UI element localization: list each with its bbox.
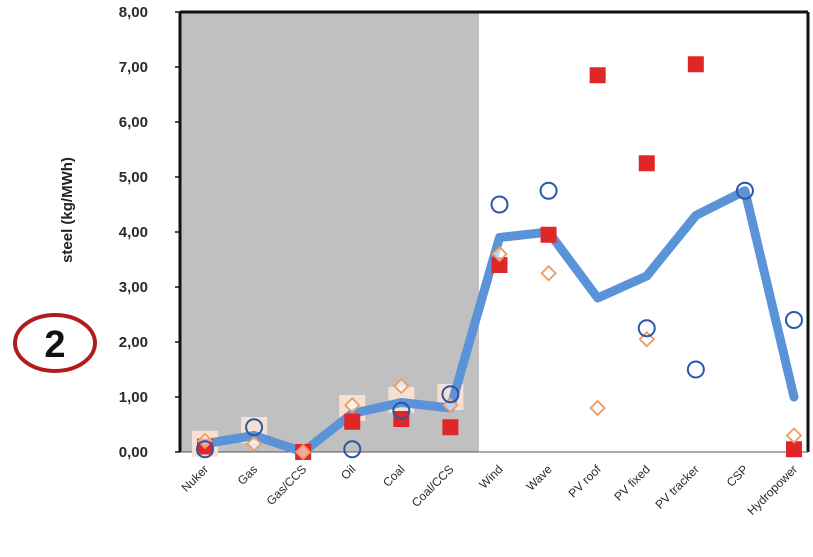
diamond-point [294, 443, 312, 461]
y-tick-label: 6,00 [119, 114, 148, 131]
square-point [540, 226, 557, 243]
circle-point [686, 360, 705, 379]
x-tick-label: Oil [338, 462, 358, 482]
x-tick-label: CSP [724, 462, 751, 489]
circle-point [196, 440, 214, 459]
y-axis-label: steel (kg/MWh) [59, 157, 76, 263]
diamond-point [393, 377, 410, 395]
x-tick-label: PV tracker [652, 462, 702, 512]
circle-point [343, 440, 362, 459]
axes [178, 10, 810, 453]
y-tick-label: 3,00 [119, 279, 148, 296]
diamond-point [589, 399, 606, 417]
y-tick-label: 1,00 [119, 389, 148, 406]
diamond-point [343, 396, 361, 414]
badge-ring [13, 313, 97, 373]
diamond-point [785, 427, 803, 444]
shaded-region [180, 12, 479, 452]
y-tick-label: 8,00 [119, 4, 148, 21]
diamond-point [540, 264, 557, 282]
x-tick-label: PV roof [566, 462, 605, 501]
y-tick-label: 5,00 [119, 169, 148, 186]
x-tick-label: PV fixed [611, 462, 653, 504]
square-point [687, 56, 704, 73]
circle-point [392, 401, 411, 420]
square-point [442, 419, 459, 436]
series-layer [192, 56, 803, 461]
square-point [786, 441, 802, 458]
x-tick-label: Nuker [179, 462, 212, 495]
circle-point [637, 319, 656, 338]
diamond-point [245, 435, 263, 453]
y-tick-label: 4,00 [119, 224, 148, 241]
square-point [589, 67, 606, 84]
diamond-point [491, 245, 508, 263]
circle-point [490, 195, 509, 214]
x-tick-label: Wave [523, 462, 555, 494]
x-tick-label: Gas/CCS [264, 462, 310, 508]
x-tick-label: Coal/CCS [409, 462, 457, 510]
annotation-badge: 2 [13, 313, 97, 373]
x-tick-label: Wind [476, 462, 505, 491]
circle-point [245, 418, 264, 437]
badge-number: 2 [44, 324, 65, 366]
y-tick-label: 2,00 [119, 334, 148, 351]
y-tick-label: 7,00 [119, 59, 148, 76]
circle-point [441, 385, 460, 404]
square-point [491, 257, 508, 273]
x-tick-label: Gas [235, 462, 260, 487]
plot-background [180, 12, 479, 452]
circle-point [539, 181, 558, 200]
circle-point [785, 311, 803, 329]
square-point [638, 155, 655, 172]
circle-point [735, 181, 754, 200]
square-point [344, 413, 361, 430]
y-tick-label: 0,00 [119, 444, 148, 461]
x-tick-label: Coal [380, 462, 407, 489]
x-tick-label: Hydropower [744, 462, 800, 518]
